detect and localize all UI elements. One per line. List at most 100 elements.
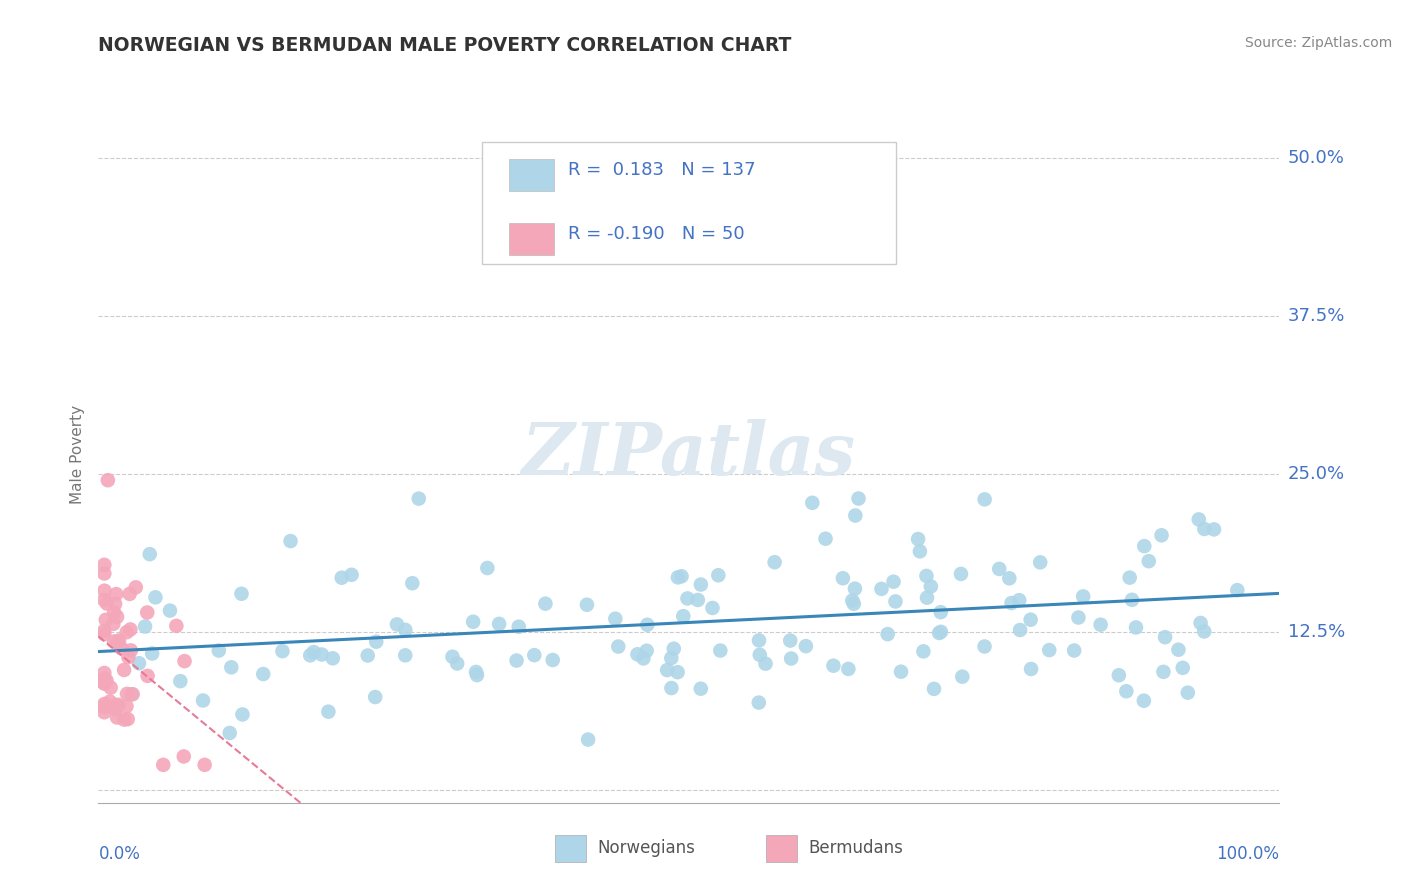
Point — [364, 690, 387, 704]
Point — [318, 705, 340, 719]
Point — [702, 601, 724, 615]
Point — [136, 606, 159, 620]
Point — [1125, 620, 1147, 634]
Point — [93, 627, 115, 641]
Point — [93, 700, 115, 714]
Point — [883, 574, 905, 589]
Point — [1154, 630, 1177, 644]
Point — [138, 547, 160, 561]
Point — [208, 643, 231, 657]
Text: 12.5%: 12.5% — [1288, 623, 1346, 641]
Point — [366, 634, 388, 648]
Point — [446, 657, 468, 671]
Point — [112, 663, 135, 677]
Point — [929, 605, 952, 619]
Point — [973, 492, 995, 507]
Point — [1090, 617, 1112, 632]
Point — [534, 597, 557, 611]
Point — [844, 582, 866, 596]
Point — [115, 625, 138, 640]
Point — [105, 609, 128, 624]
FancyBboxPatch shape — [509, 159, 554, 191]
Point — [988, 562, 1011, 576]
Point — [907, 532, 929, 546]
Point — [221, 660, 243, 674]
Point — [748, 633, 770, 648]
Point — [636, 644, 658, 658]
Point — [112, 713, 135, 727]
Point — [748, 648, 770, 662]
Point — [125, 580, 148, 594]
Point — [1019, 662, 1042, 676]
Point — [105, 587, 128, 601]
Point — [299, 648, 322, 663]
Point — [93, 624, 115, 638]
Point — [280, 534, 302, 549]
Point — [1019, 613, 1042, 627]
Text: R =  0.183   N = 137: R = 0.183 N = 137 — [568, 161, 756, 178]
Point — [844, 508, 866, 523]
Point — [814, 532, 837, 546]
Point — [145, 591, 167, 605]
Point — [1202, 522, 1225, 536]
Point — [973, 640, 995, 654]
Point — [100, 681, 122, 695]
Point — [915, 569, 938, 583]
Point — [128, 657, 150, 671]
Point — [1189, 615, 1212, 630]
Point — [748, 696, 770, 710]
Text: Norwegians: Norwegians — [598, 839, 696, 857]
Point — [949, 566, 972, 581]
Point — [1171, 661, 1194, 675]
Point — [848, 491, 870, 506]
Point — [104, 702, 127, 716]
Point — [330, 571, 353, 585]
Point — [1067, 610, 1090, 624]
Point — [115, 687, 138, 701]
Point — [108, 633, 131, 648]
Text: 37.5%: 37.5% — [1288, 307, 1346, 325]
Point — [104, 698, 127, 713]
Point — [636, 617, 658, 632]
Point — [575, 598, 598, 612]
Point — [385, 617, 408, 632]
Point — [1063, 643, 1085, 657]
Point — [929, 624, 952, 639]
Point — [1115, 684, 1137, 698]
Point — [908, 544, 931, 558]
FancyBboxPatch shape — [482, 142, 896, 263]
Point — [477, 561, 499, 575]
Point — [1137, 554, 1160, 568]
Point — [920, 579, 942, 593]
Point — [302, 645, 325, 659]
Point — [686, 593, 709, 607]
Text: 25.0%: 25.0% — [1288, 465, 1346, 483]
Point — [93, 672, 115, 686]
Point — [876, 627, 898, 641]
Point — [152, 757, 174, 772]
Point — [754, 657, 776, 671]
Point — [1133, 694, 1156, 708]
Point — [115, 699, 138, 714]
Point — [311, 648, 333, 662]
Point — [922, 681, 945, 696]
Point — [401, 576, 423, 591]
Point — [1133, 539, 1156, 553]
Point — [672, 609, 695, 624]
Point — [1192, 624, 1215, 639]
Point — [117, 650, 139, 665]
Point — [801, 496, 824, 510]
Point — [837, 662, 859, 676]
Text: 100.0%: 100.0% — [1216, 845, 1279, 863]
Point — [465, 668, 488, 682]
Point — [141, 647, 163, 661]
Point — [120, 643, 142, 657]
Point — [340, 567, 363, 582]
Point — [118, 587, 141, 601]
Point — [322, 651, 344, 665]
Point — [659, 651, 682, 665]
Point — [136, 669, 159, 683]
Point — [676, 591, 699, 606]
Point — [97, 473, 120, 487]
Point — [823, 658, 845, 673]
